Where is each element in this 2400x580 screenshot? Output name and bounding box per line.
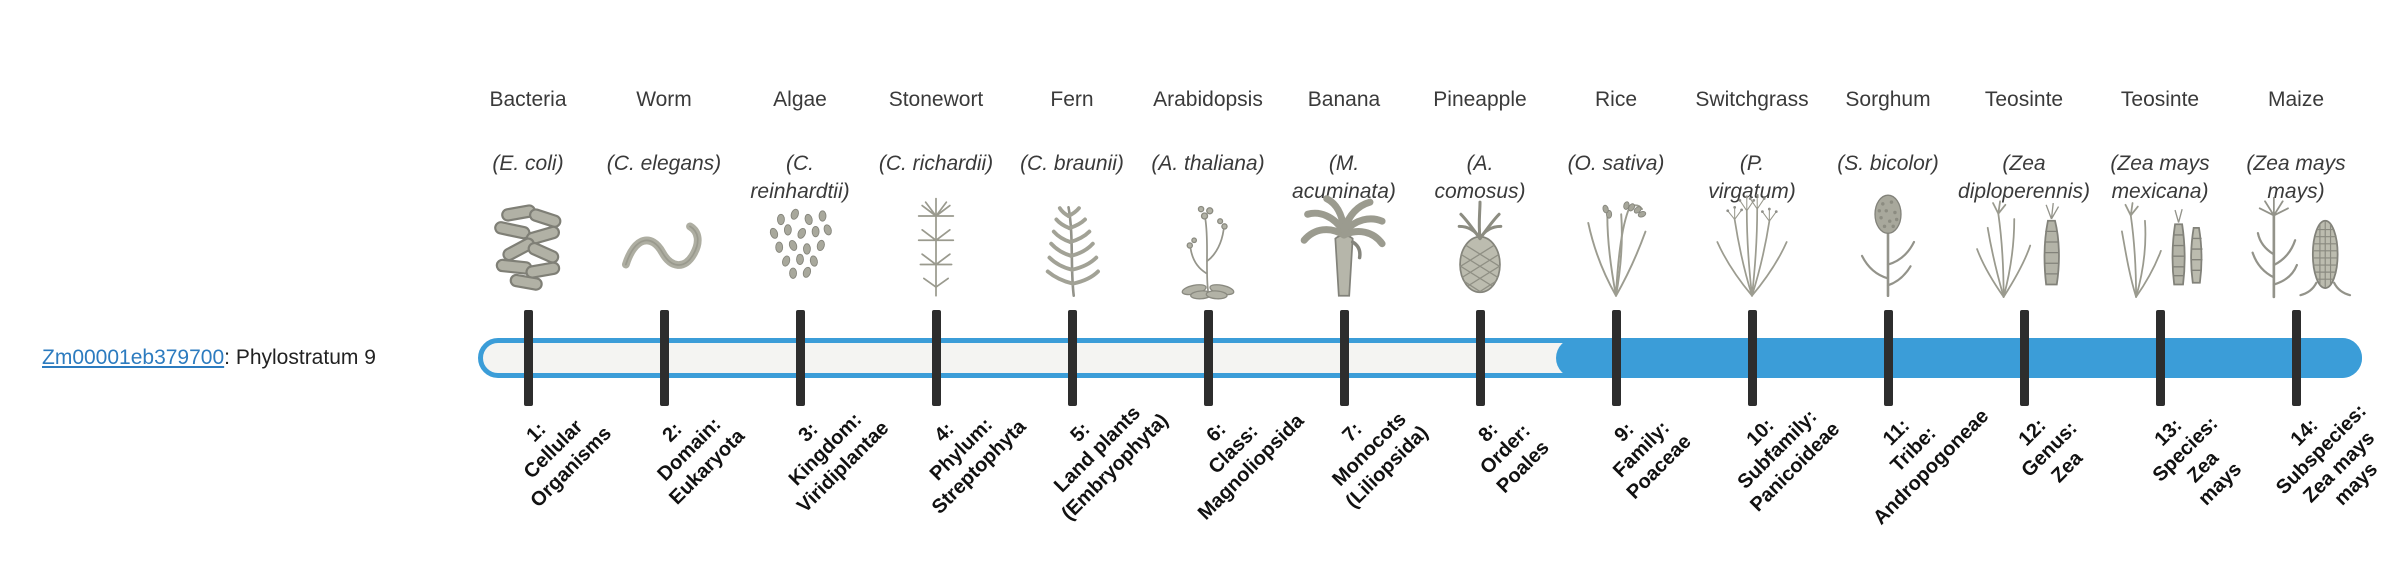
species-common-name: Teosinte (1984, 87, 2064, 111)
phylostratum-tick (795, 310, 805, 406)
species-scientific-name: (C. braunii) (1020, 152, 1124, 176)
species-scientific-name: (Zea diploperennis) (1958, 152, 2090, 203)
worm-icon (612, 170, 716, 304)
phylostratum-tick (1611, 310, 1621, 406)
rice-icon (1564, 170, 1668, 304)
species-column: Stonewort (C. richardii) (868, 58, 1004, 304)
switchgrass-icon (1700, 170, 1804, 304)
sorghum-icon (1836, 170, 1940, 304)
phylostratum-tick (523, 310, 533, 406)
species-scientific-name: (O. sativa) (1567, 152, 1665, 176)
phylostratum-tick (2155, 310, 2165, 406)
arabidopsis-icon (1156, 170, 1260, 304)
phylostratum-tick (1475, 310, 1485, 406)
species-column: Fern (C. braunii) (1004, 58, 1140, 304)
species-scientific-name: (C. elegans) (606, 152, 722, 176)
banana-icon (1292, 170, 1396, 304)
species-common-name: Banana (1307, 87, 1381, 111)
phylostratum-tick (2019, 310, 2029, 406)
teosinte-diploperennis-icon (1966, 170, 2082, 304)
phylostratum-tick (1747, 310, 1757, 406)
species-common-name: Rice (1594, 87, 1637, 111)
species-common-name: Arabidopsis (1153, 87, 1263, 111)
species-common-name: Teosinte (2120, 87, 2200, 111)
fern-icon (1020, 170, 1124, 304)
phylostratum-ticks (460, 310, 2364, 406)
species-common-name: Worm (636, 87, 692, 111)
species-column: Bacteria (E. coli) (460, 58, 596, 304)
bacteria-icon (476, 170, 580, 304)
species-column: Banana (M. acuminata) (1276, 58, 1412, 304)
species-scientific-name: (P. virgatum) (1708, 152, 1796, 203)
species-column: Worm (C. elegans) (596, 58, 732, 304)
species-column: Rice (O. sativa) (1548, 58, 1684, 304)
algae-icon (748, 170, 852, 304)
species-column: Algae (C. reinhardtii) (732, 58, 868, 304)
phylostratum-bar-fill (1556, 338, 2362, 378)
species-common-name: Pineapple (1433, 87, 1527, 111)
phylostratum-tick (2291, 310, 2301, 406)
species-scientific-name: (C. richardii) (878, 152, 994, 176)
species-scientific-name: (E. coli) (492, 152, 564, 176)
species-column: Sorghum (S. bicolor) (1820, 58, 1956, 304)
species-scientific-name: (S. bicolor) (1837, 152, 1939, 176)
species-scientific-name: (C. reinhardtii) (750, 152, 850, 203)
species-column: Switchgrass (P. virgatum) (1684, 58, 1820, 304)
species-common-name: Maize (2267, 87, 2325, 111)
phylostratum-tick (1883, 310, 1893, 406)
phylostratum-tick (1203, 310, 1213, 406)
species-column: Pineapple (A. comosus) (1412, 58, 1548, 304)
gene-label: Zm00001eb379700: Phylostratum 9 (42, 346, 376, 370)
species-column: Teosinte (Zea diploperennis) (1956, 58, 2092, 304)
stonewort-icon (884, 170, 988, 304)
phylostratum-tick (659, 310, 669, 406)
species-column: Arabidopsis (A. thaliana) (1140, 58, 1276, 304)
gene-phylostratum-text: : Phylostratum 9 (224, 346, 376, 369)
species-scientific-name: (Zea mays mays) (2246, 152, 2346, 203)
species-scientific-name: (A. comosus) (1434, 152, 1526, 203)
species-common-name: Sorghum (1845, 87, 1931, 111)
phylostratum-tick (931, 310, 941, 406)
species-column: Teosinte (Zea mays mexicana) (2092, 58, 2228, 304)
species-row: Bacteria (E. coli) Worm (460, 58, 2364, 304)
species-common-name: Algae (773, 87, 827, 111)
maize-icon (2238, 170, 2354, 304)
phylostratum-tick (1067, 310, 1077, 406)
species-common-name: Bacteria (489, 87, 567, 111)
species-common-name: Stonewort (888, 87, 984, 111)
pineapple-icon (1428, 170, 1532, 304)
phylostratum-tick (1339, 310, 1349, 406)
species-scientific-name: (Zea mays mexicana) (2110, 152, 2210, 203)
species-common-name: Fern (1050, 87, 1094, 111)
gene-id-link[interactable]: Zm00001eb379700 (42, 346, 225, 369)
species-common-name: Switchgrass (1695, 87, 1809, 111)
species-scientific-name: (M. acuminata) (1292, 152, 1396, 203)
species-scientific-name: (A. thaliana) (1151, 152, 1265, 176)
teosinte-mexicana-icon (2102, 170, 2218, 304)
species-column: Maize (Zea mays mays) (2228, 58, 2364, 304)
